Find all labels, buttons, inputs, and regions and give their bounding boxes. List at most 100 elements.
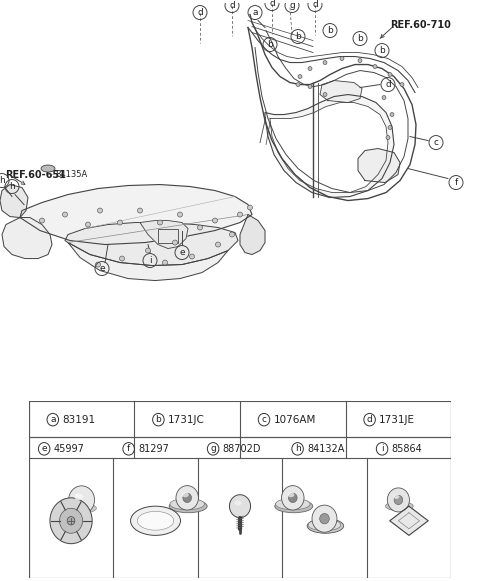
Text: g: g: [210, 444, 216, 453]
Circle shape: [308, 67, 312, 70]
Ellipse shape: [137, 511, 174, 530]
Circle shape: [382, 95, 386, 99]
Polygon shape: [0, 185, 28, 217]
Ellipse shape: [131, 506, 180, 535]
Circle shape: [238, 212, 242, 217]
Circle shape: [312, 505, 337, 532]
Circle shape: [60, 508, 83, 533]
Circle shape: [308, 85, 312, 88]
Ellipse shape: [170, 498, 204, 510]
Circle shape: [388, 125, 392, 130]
Text: e: e: [99, 264, 105, 273]
Circle shape: [358, 59, 362, 63]
Circle shape: [216, 242, 220, 247]
Circle shape: [340, 56, 344, 60]
Circle shape: [373, 64, 377, 69]
Circle shape: [229, 232, 235, 237]
Ellipse shape: [394, 494, 399, 499]
Text: 81297: 81297: [138, 444, 169, 454]
Text: a: a: [252, 8, 258, 17]
Circle shape: [296, 83, 300, 87]
Text: b: b: [357, 34, 363, 43]
Circle shape: [400, 83, 404, 87]
Circle shape: [323, 92, 327, 96]
Circle shape: [197, 225, 203, 230]
Polygon shape: [270, 102, 388, 192]
Text: REF.60-651: REF.60-651: [5, 170, 66, 180]
Circle shape: [118, 220, 122, 225]
Text: d: d: [367, 415, 372, 424]
Text: c: c: [262, 415, 266, 424]
Text: d: d: [385, 80, 391, 89]
Circle shape: [298, 74, 302, 78]
Circle shape: [386, 135, 390, 139]
Circle shape: [50, 498, 92, 544]
Circle shape: [67, 517, 75, 525]
Circle shape: [39, 218, 45, 223]
Polygon shape: [390, 506, 428, 535]
Text: d: d: [312, 0, 318, 9]
Circle shape: [176, 486, 198, 510]
Circle shape: [145, 248, 151, 253]
Ellipse shape: [182, 492, 189, 497]
Polygon shape: [2, 217, 52, 259]
Polygon shape: [320, 81, 362, 102]
Circle shape: [96, 262, 100, 267]
Circle shape: [62, 212, 68, 217]
Circle shape: [288, 493, 297, 503]
Text: 1731JC: 1731JC: [168, 415, 205, 425]
Circle shape: [320, 514, 329, 524]
Circle shape: [394, 495, 403, 504]
Text: 85864: 85864: [392, 444, 422, 454]
Ellipse shape: [307, 519, 344, 533]
Circle shape: [229, 494, 251, 518]
Text: d: d: [269, 0, 275, 8]
Ellipse shape: [169, 500, 207, 513]
Text: b: b: [327, 26, 333, 35]
Text: 84135A: 84135A: [55, 170, 87, 179]
Circle shape: [120, 256, 124, 261]
Polygon shape: [20, 185, 252, 245]
Text: d: d: [197, 8, 203, 17]
Text: REF.60-710: REF.60-710: [390, 20, 451, 30]
Ellipse shape: [275, 500, 313, 513]
Text: b: b: [295, 32, 301, 41]
Ellipse shape: [74, 493, 83, 500]
Bar: [158, 228, 178, 242]
Text: g: g: [289, 1, 295, 10]
Circle shape: [69, 486, 95, 514]
Text: 84132A: 84132A: [307, 444, 345, 454]
Text: i: i: [381, 444, 384, 453]
Text: 1076AM: 1076AM: [274, 415, 316, 425]
Polygon shape: [240, 214, 265, 254]
Circle shape: [172, 240, 178, 245]
Polygon shape: [140, 221, 188, 249]
Text: d: d: [229, 1, 235, 10]
Circle shape: [157, 220, 163, 225]
Text: f: f: [455, 178, 457, 187]
Circle shape: [390, 113, 394, 117]
Text: 88702D: 88702D: [223, 444, 261, 454]
Ellipse shape: [308, 519, 341, 530]
Text: 83191: 83191: [62, 415, 96, 425]
Text: 1731JE: 1731JE: [379, 415, 415, 425]
Circle shape: [85, 222, 91, 227]
Circle shape: [388, 73, 392, 77]
Circle shape: [163, 260, 168, 265]
Circle shape: [137, 208, 143, 213]
Text: b: b: [379, 46, 385, 55]
Polygon shape: [68, 242, 228, 281]
Ellipse shape: [288, 492, 294, 497]
Circle shape: [323, 60, 327, 64]
Text: c: c: [433, 138, 439, 147]
Polygon shape: [265, 95, 394, 198]
Circle shape: [97, 208, 103, 213]
Circle shape: [190, 254, 194, 259]
Text: f: f: [127, 444, 130, 453]
Circle shape: [183, 493, 192, 503]
Circle shape: [387, 488, 409, 512]
Text: b: b: [156, 415, 161, 424]
Ellipse shape: [235, 500, 241, 505]
Text: a: a: [50, 415, 56, 424]
Ellipse shape: [41, 165, 55, 172]
